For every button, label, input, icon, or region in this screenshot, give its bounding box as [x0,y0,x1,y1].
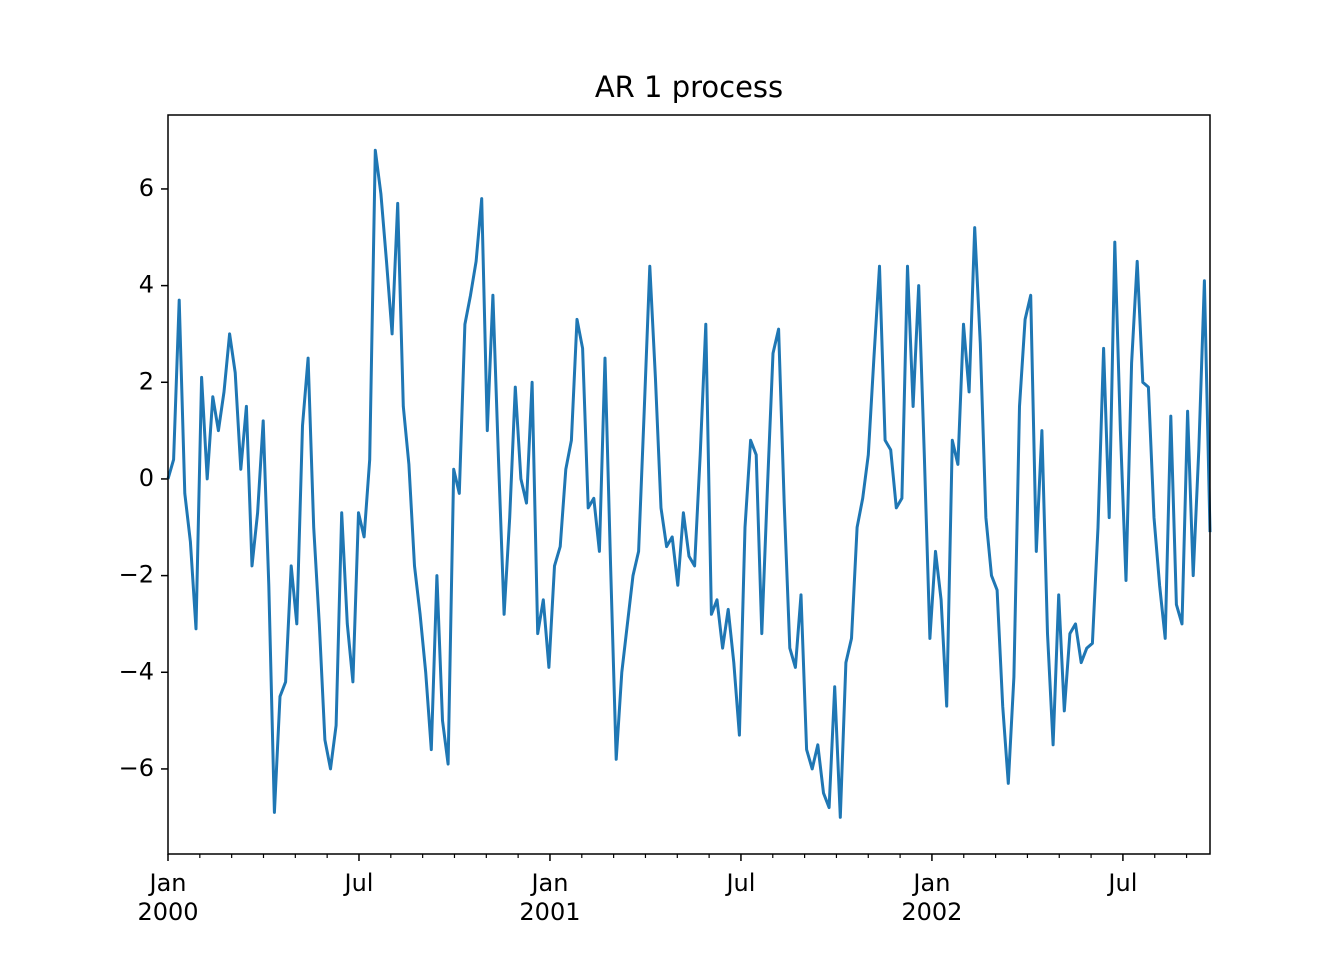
x-tick-label: Jul [344,869,374,897]
y-tick-label: 2 [139,367,154,395]
x-tick-label: Jan 2002 [901,869,963,926]
x-tick-label: Jul [1108,869,1138,897]
x-tick-label: Jul [726,869,756,897]
y-tick-label: 4 [139,271,154,299]
y-tick-label: 6 [139,174,154,202]
line [166,148,1212,819]
plot-frame [167,114,1211,855]
y-tick-label: 0 [139,464,154,492]
y-tick-label: −6 [119,754,154,782]
y-tick-label: −4 [119,657,154,685]
x-tick-label: Jan 2001 [519,869,581,926]
y-tick-label: −2 [119,561,154,589]
chart-title: AR 1 process [595,70,783,104]
x-tick-label: Jan 2000 [137,869,199,926]
